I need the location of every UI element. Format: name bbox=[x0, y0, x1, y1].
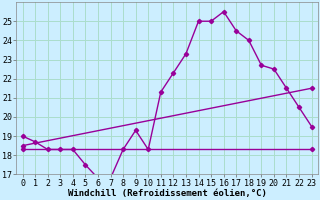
X-axis label: Windchill (Refroidissement éolien,°C): Windchill (Refroidissement éolien,°C) bbox=[68, 189, 267, 198]
